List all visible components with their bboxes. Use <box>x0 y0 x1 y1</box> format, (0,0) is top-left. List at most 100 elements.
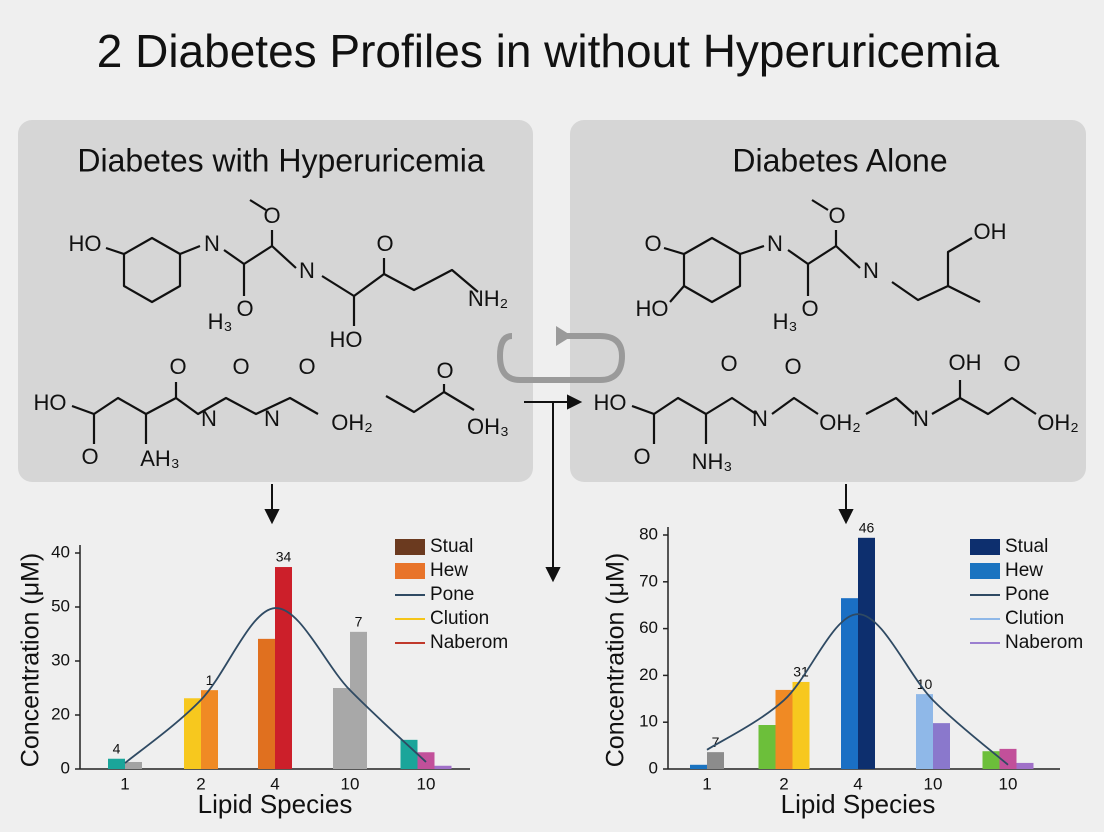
bar <box>916 694 933 769</box>
molecule-bonds-left <box>71 199 479 444</box>
atom-label: N <box>752 406 768 431</box>
legend-label: Pone <box>1005 584 1049 605</box>
y-axis-title: Concentration (μM) <box>602 553 630 767</box>
bar-label: 31 <box>793 664 809 680</box>
legend-label: Stual <box>1005 536 1048 557</box>
bar <box>400 739 418 769</box>
bar <box>841 598 858 769</box>
bar <box>275 567 292 769</box>
x-tick-label: 2 <box>779 774 788 793</box>
bar-label: 46 <box>859 520 875 536</box>
atom-label: O <box>784 354 801 379</box>
bar <box>417 752 435 769</box>
bar <box>858 537 875 769</box>
bar <box>933 723 950 769</box>
molecule-bonds-right <box>631 199 1037 444</box>
atom-label: O <box>81 444 98 469</box>
legend-label: Clution <box>1005 608 1064 629</box>
y-tick-label: 70 <box>639 571 658 590</box>
y-tick-label: 50 <box>51 596 70 615</box>
bar <box>258 638 275 769</box>
x-tick-label: 2 <box>196 774 205 793</box>
bar <box>108 758 125 769</box>
atom-label: O <box>169 354 186 379</box>
x-tick-label: 10 <box>999 774 1018 793</box>
atom-label: OH₂ <box>1037 410 1079 435</box>
legend-label: Hew <box>430 560 468 581</box>
trend-line <box>124 607 427 764</box>
atom-label: AH₃ <box>140 446 180 471</box>
y-axis-title: Concentration (μM) <box>17 553 45 767</box>
atom-label: N <box>299 258 315 283</box>
legend-swatch <box>970 563 1000 579</box>
atom-label: H₃ <box>208 309 233 334</box>
x-tick-label: 4 <box>270 774 279 793</box>
panel-left <box>18 120 533 482</box>
x-tick-label: 10 <box>417 774 436 793</box>
atom-label: N <box>767 231 783 256</box>
atom-label: NH₂ <box>468 286 508 311</box>
bar <box>792 681 810 769</box>
legend-label: Naberom <box>1005 632 1083 653</box>
y-tick-label: 0 <box>61 758 70 777</box>
bar <box>999 748 1017 769</box>
y-tick-label: 10 <box>639 712 658 731</box>
atom-label: N <box>863 258 879 283</box>
x-tick-label: 10 <box>924 774 943 793</box>
bar <box>690 764 707 769</box>
atom-label: O <box>376 231 393 256</box>
atom-label: O <box>720 351 737 376</box>
bar <box>184 698 201 769</box>
y-tick-label: 30 <box>51 650 70 669</box>
atom-label: O <box>828 203 845 228</box>
atom-label: O <box>436 358 453 383</box>
y-tick-label: 40 <box>51 542 70 561</box>
atom-label: HO <box>69 231 102 256</box>
x-tick-label: 4 <box>853 774 862 793</box>
x-tick-label: 1 <box>120 774 129 793</box>
y-tick-label: 20 <box>51 704 70 723</box>
panel-title: Diabetes with Hyperuricemia <box>77 142 484 178</box>
atom-label: N <box>264 406 280 431</box>
atom-label: O <box>1003 351 1020 376</box>
atom-label: OH₃ <box>467 414 509 439</box>
atom-label: O <box>801 296 818 321</box>
bar <box>350 631 367 769</box>
legend-label: Clution <box>430 608 489 629</box>
atom-label: O <box>236 296 253 321</box>
panel-right <box>570 120 1086 482</box>
atom-label: HO <box>594 390 627 415</box>
legend-swatch <box>970 539 1000 555</box>
legend-swatch <box>395 563 425 579</box>
atom-label: OH₂ <box>819 410 861 435</box>
atom-label: O <box>263 203 280 228</box>
bar-label: 7 <box>712 734 720 750</box>
bar <box>758 725 776 769</box>
bar-label: 1 <box>206 672 214 688</box>
legend-swatch <box>395 539 425 555</box>
atom-label: HO <box>34 390 67 415</box>
bar-label: 4 <box>113 740 121 756</box>
bar-label: 34 <box>276 549 292 565</box>
y-tick-label: 0 <box>649 758 658 777</box>
bar <box>775 689 793 769</box>
atom-label: N <box>913 406 929 431</box>
atom-label: N <box>201 406 217 431</box>
bar <box>707 752 724 769</box>
page-title: 2 Diabetes Profiles in without Hyperuric… <box>97 25 1000 77</box>
flow-arrows <box>264 326 854 583</box>
atom-label: HO <box>330 327 363 352</box>
bar <box>1016 762 1034 769</box>
trend-line <box>706 613 1009 766</box>
atom-label: OH <box>974 219 1007 244</box>
x-axis-title: Lipid Species <box>781 789 936 819</box>
atom-label: NH₃ <box>692 449 733 474</box>
legend-label: Pone <box>430 584 474 605</box>
atom-label: H₃ <box>773 309 798 334</box>
atom-label: OH₂ <box>331 410 373 435</box>
legend-label: Hew <box>1005 560 1043 581</box>
x-tick-label: 1 <box>702 774 711 793</box>
atom-label: N <box>204 231 220 256</box>
